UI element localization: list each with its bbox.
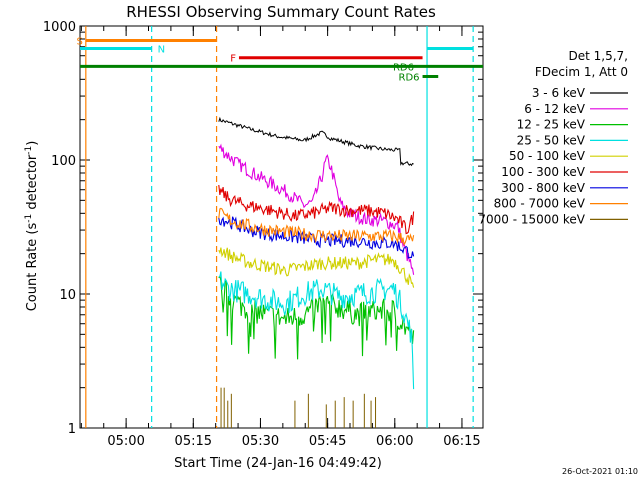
flag-label-s: S (76, 36, 82, 47)
y-axis-label-sup2: -1 (24, 146, 34, 155)
series-line-50-100-keV (218, 247, 415, 288)
flag-label-f: F (230, 54, 236, 65)
axes-frame (79, 25, 484, 429)
legend-label: 12 - 25 keV (517, 118, 586, 132)
series-line-25-50-keV (218, 271, 415, 390)
flag-label-rd6: RD6 (399, 72, 420, 83)
y-tick-label: 1000 (43, 20, 76, 35)
x-tick-label: 05:45 (309, 434, 346, 449)
plot-area: 1 10 100 1000 05:00 05:15 05:30 05:45 06:00 06:15… (43, 20, 484, 449)
x-tick-label: 05:30 (242, 434, 279, 449)
legend-label: 300 - 800 keV (501, 181, 585, 195)
x-axis-label: Start Time (24-Jan-16 04:49:42) (174, 456, 382, 471)
legend-label: 25 - 50 keV (517, 133, 586, 147)
series-line-12-25-keV (218, 274, 415, 360)
y-tick-label: 1 (68, 422, 76, 437)
flag-label-n: N (158, 44, 165, 55)
series-line-100-300-keV (218, 184, 415, 235)
legend-label: 100 - 300 keV (501, 165, 585, 179)
legend-header-line-2: FDecim 1, Att 0 (535, 65, 628, 79)
legend-header-line-1: Det 1,5,7, (569, 49, 629, 63)
x-tick-label: 05:00 (107, 434, 144, 449)
y-axis-label-sup1: -1 (24, 214, 34, 223)
legend-label: 50 - 100 keV (509, 149, 586, 163)
series-line-3-6-keV (218, 116, 414, 167)
y-axis-label-mid: detector (25, 154, 40, 214)
footer-date: 26-Oct-2021 01:10 (562, 467, 638, 476)
legend-label: 6 - 12 keV (524, 102, 586, 116)
series-line-6-12-keV (218, 143, 415, 275)
legend-label: 3 - 6 keV (532, 86, 586, 100)
flag-label-rd6: RD6 (393, 62, 414, 73)
y-tick-label: 10 (59, 288, 76, 303)
x-tick-label: 06:15 (443, 434, 480, 449)
y-tick-label: 100 (51, 154, 76, 169)
legend: Det 1,5,7, FDecim 1, Att 0 3 - 6 keV 6 - … (478, 49, 628, 226)
x-tick-label: 05:15 (175, 434, 212, 449)
legend-label: 800 - 7000 keV (494, 197, 586, 211)
legend-label: 7000 - 15000 keV (478, 212, 585, 226)
chart-title: RHESSI Observing Summary Count Rates (126, 3, 436, 21)
y-axis-label: Count Rate (s-1 detector-1) (24, 141, 40, 312)
y-axis-label-main: Count Rate (s (25, 223, 40, 312)
y-axis-label-end: ) (25, 141, 40, 146)
x-tick-label: 06:00 (376, 434, 413, 449)
series-line-800-7000-keV (218, 207, 415, 246)
